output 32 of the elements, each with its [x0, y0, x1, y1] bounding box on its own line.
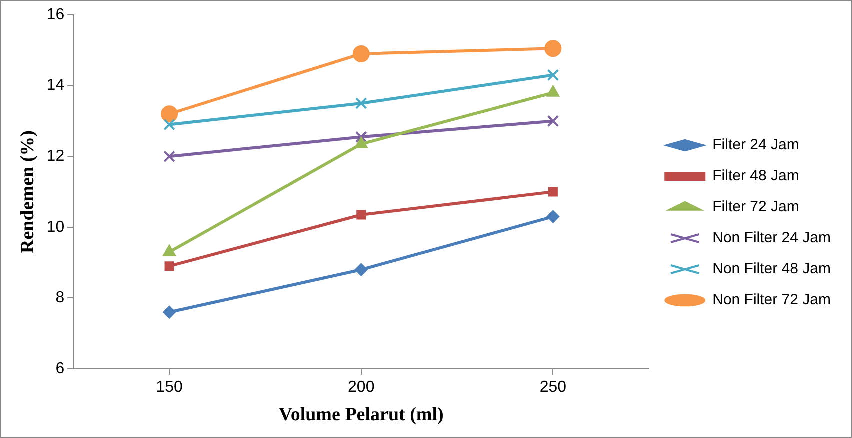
y-tick-label: 16 — [46, 6, 65, 24]
legend-label: Non Filter 24 Jam — [712, 230, 831, 247]
point — [164, 262, 174, 272]
point — [161, 106, 178, 123]
legend-label: Filter 48 Jam — [712, 168, 800, 185]
point — [548, 187, 558, 197]
point — [355, 98, 368, 110]
point — [354, 263, 368, 276]
x-axis-title: Volume Pelarut (ml) — [278, 404, 444, 426]
y-tick-label: 14 — [46, 77, 65, 94]
y-tick-label: 8 — [56, 290, 65, 307]
legend-label: Filter 24 Jam — [712, 136, 800, 154]
point — [164, 150, 176, 163]
legend-label: Non Filter 48 Jam — [712, 260, 831, 278]
point — [547, 115, 560, 128]
y-tick-label: 12 — [46, 148, 65, 166]
point — [356, 210, 366, 220]
point — [352, 45, 370, 62]
y-tick-label: 6 — [56, 360, 65, 378]
y-tick-label: 10 — [46, 218, 65, 236]
point — [547, 69, 560, 82]
x-tick-label: 150 — [156, 379, 183, 396]
x-tick-label: 200 — [348, 379, 375, 396]
y-axis-title: Rendemen (%) — [17, 130, 38, 254]
point — [163, 306, 176, 319]
legend-label: Non Filter 72 Jam — [712, 292, 831, 309]
point — [544, 40, 562, 58]
point — [355, 131, 368, 144]
x-tick-label: 250 — [540, 379, 567, 396]
legend-label: Filter 72 Jam — [712, 198, 800, 216]
point — [164, 118, 176, 131]
point — [546, 210, 560, 224]
